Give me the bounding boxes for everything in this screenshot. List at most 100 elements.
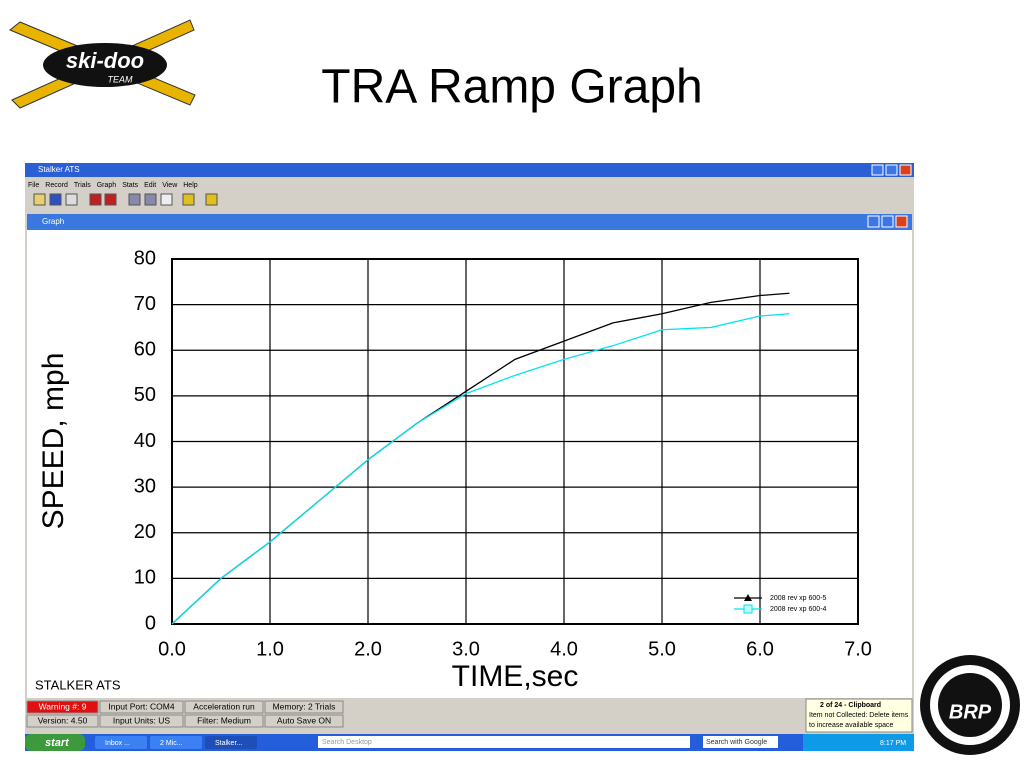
title-bar: [25, 163, 914, 177]
status-text: Warning #: 9: [39, 701, 87, 711]
x-tick-label: 2.0: [354, 638, 382, 660]
menu-item[interactable]: Stats: [122, 182, 138, 189]
status-text: Auto Save ON: [277, 715, 331, 725]
tool-button[interactable]: [182, 193, 195, 206]
logo-subtext: TEAM: [107, 74, 133, 84]
status-text: Filter: Medium: [197, 715, 251, 725]
notification: 2 of 24 - Clipboard Item not Collected: …: [805, 698, 913, 733]
status-cell: [99, 700, 184, 714]
close-button[interactable]: [895, 215, 908, 228]
x-tick-label: 6.0: [746, 638, 774, 660]
tray: [803, 734, 914, 751]
status-cell: [264, 714, 344, 728]
tool-button[interactable]: [128, 193, 141, 206]
menu-item[interactable]: Edit: [144, 182, 156, 189]
x-tick-label: 0.0: [158, 638, 186, 660]
logo-text: BRP: [949, 701, 992, 723]
tool-button[interactable]: [205, 193, 218, 206]
close-button[interactable]: [899, 164, 912, 176]
tool-button[interactable]: [144, 193, 157, 206]
task-button[interactable]: [205, 736, 257, 749]
watermark: STALKER ATS: [35, 677, 121, 692]
task-label: Stalker...: [215, 740, 242, 747]
start-button[interactable]: [25, 734, 85, 751]
search-box[interactable]: [703, 736, 778, 748]
menu-item[interactable]: Record: [45, 182, 68, 189]
skidoo-logo: ski-doo TEAM: [9, 19, 196, 109]
task-button[interactable]: [95, 736, 147, 749]
notification-title: 2 of 24 - Clipboard: [820, 702, 881, 709]
graph-area: [27, 230, 912, 698]
notification-text: Item not Collected: Delete items: [809, 712, 909, 719]
legend-marker: [744, 594, 752, 601]
x-tick-label: 3.0: [452, 638, 480, 660]
task-list: Inbox ... 2 Mic... Stalker...: [95, 736, 257, 749]
toolbar: [33, 193, 218, 206]
menu-bar: File Record Trials Graph Stats Edit View Help: [28, 182, 198, 189]
status-text: Input Port: COM4: [108, 701, 174, 711]
menu-item[interactable]: View: [162, 182, 178, 189]
status-cell: [184, 700, 264, 714]
brp-logo: BRP: [920, 655, 1020, 755]
window-title: Stalker ATS: [38, 165, 80, 174]
minimize-button[interactable]: [871, 164, 884, 176]
status-cell: [99, 714, 184, 728]
task-button[interactable]: [150, 736, 202, 749]
slide-title: TRA Ramp Graph: [321, 61, 702, 114]
menu-item[interactable]: Graph: [97, 182, 117, 189]
search-placeholder: Search with Google: [706, 739, 767, 746]
y-tick-label: 30: [134, 475, 156, 497]
legend-label: 2008 rev xp 600-5: [770, 595, 827, 602]
tool-button[interactable]: [160, 193, 173, 206]
y-tick-label: 20: [134, 521, 156, 543]
x-tick-label: 7.0: [844, 638, 872, 660]
tool-button[interactable]: [49, 193, 62, 206]
x-tick-label: 5.0: [648, 638, 676, 660]
status-text: Input Units: US: [113, 715, 170, 725]
y-tick-label: 10: [134, 567, 156, 589]
y-tick-label: 40: [134, 430, 156, 452]
y-tick-label: 70: [134, 293, 156, 315]
tool-button[interactable]: [104, 193, 117, 206]
x-tick-label: 4.0: [550, 638, 578, 660]
menu-item[interactable]: Help: [183, 182, 198, 189]
task-label: 2 Mic...: [160, 740, 183, 747]
status-text: Acceleration run: [193, 701, 255, 711]
menu-item[interactable]: File: [28, 182, 39, 189]
child-title-bar: [27, 214, 912, 230]
maximize-button[interactable]: [881, 215, 894, 228]
y-tick-label: 0: [145, 612, 156, 634]
child-title: Graph: [42, 217, 64, 226]
maximize-button[interactable]: [885, 164, 898, 176]
legend: 2008 rev xp 600-5 2008 rev xp 600-4: [734, 594, 827, 614]
notification-text: to increase available space: [809, 722, 894, 729]
y-tick-label: 50: [134, 384, 156, 406]
search-placeholder: Search Desktop: [322, 739, 372, 746]
y-axis-title: SPEED, mph: [37, 353, 70, 530]
search-box[interactable]: [318, 736, 690, 748]
status-cell: [26, 700, 99, 714]
plot-frame: [171, 258, 859, 625]
status-cell: [26, 714, 99, 728]
start-label: start: [45, 737, 70, 749]
x-tick-label: 1.0: [256, 638, 284, 660]
tool-button[interactable]: [33, 193, 46, 206]
y-tick-label: 60: [134, 339, 156, 361]
status-text: Version: 4.50: [38, 715, 88, 725]
tool-button[interactable]: [89, 193, 102, 206]
legend-marker: [743, 604, 753, 614]
series-line: [171, 313, 790, 625]
menu-item[interactable]: Trials: [74, 182, 91, 189]
legend-label: 2008 rev xp 600-4: [770, 606, 827, 613]
task-label: Inbox ...: [105, 740, 130, 747]
status-cell: [184, 714, 264, 728]
status-cell: [264, 700, 344, 714]
y-tick-label: 80: [134, 247, 156, 269]
status-bar: Warning #: 9 Input Port: COM4 Acceleration…: [26, 700, 344, 728]
tool-button[interactable]: [65, 193, 78, 206]
clock: 8:17 PM: [880, 740, 906, 747]
x-axis-title: TIME,sec: [452, 660, 579, 693]
minimize-button[interactable]: [867, 215, 880, 228]
